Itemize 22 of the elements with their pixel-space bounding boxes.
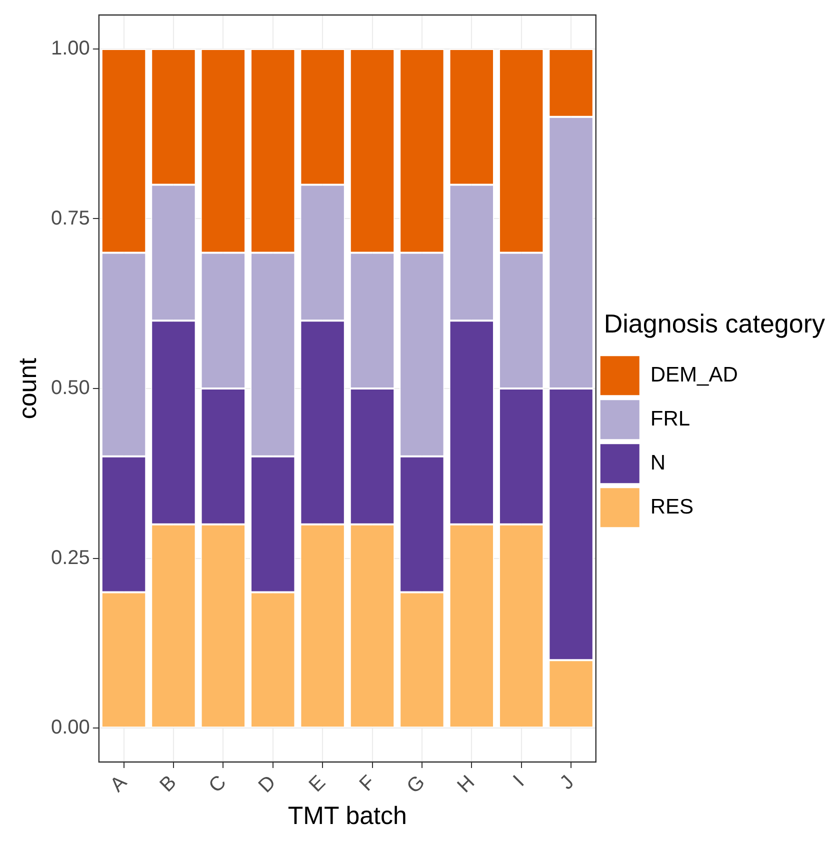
y-tick-label: 0.75 xyxy=(50,207,90,230)
x-axis-title: TMT batch xyxy=(288,802,407,830)
legend-title: Diagnosis category xyxy=(604,308,826,339)
legend-label: RES xyxy=(650,495,694,518)
x-tick-label: H xyxy=(453,771,480,798)
x-tick-label: C xyxy=(204,771,231,798)
x-tick-label: J xyxy=(556,771,578,794)
legend-label: N xyxy=(650,451,666,474)
x-tick-label: G xyxy=(402,771,430,798)
x-tick-label: B xyxy=(156,771,181,796)
x-tick-label: I xyxy=(509,771,529,791)
x-tick-label: D xyxy=(254,771,280,798)
y-tick-label: 0.25 xyxy=(50,546,90,569)
legend-label: DEM_AD xyxy=(650,363,738,386)
y-axis-title: count xyxy=(14,358,42,420)
x-tick-label: E xyxy=(305,771,330,796)
x-tick-label: F xyxy=(355,771,380,796)
legend-label: FRL xyxy=(650,407,690,430)
y-tick-label: 1.00 xyxy=(50,37,90,60)
y-tick-label: 0.00 xyxy=(50,716,90,739)
x-tick-label: A xyxy=(106,770,132,796)
y-tick-label: 0.50 xyxy=(50,377,90,400)
